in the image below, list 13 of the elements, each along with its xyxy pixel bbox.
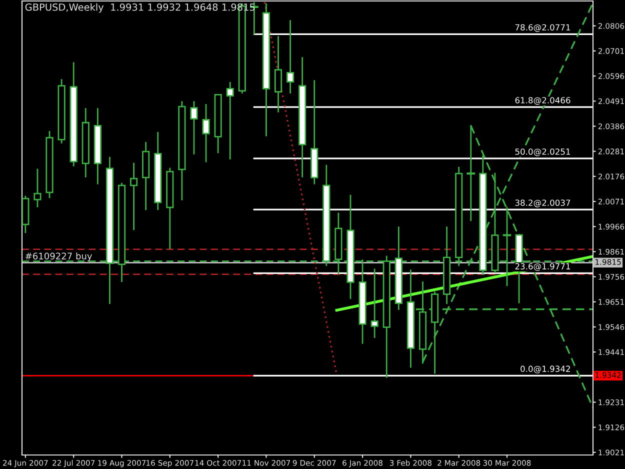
candlestick (202, 104, 210, 162)
candlestick (226, 82, 234, 160)
candlestick (274, 36, 282, 112)
candlestick (130, 162, 138, 230)
series-label: 50.0@2.0251 (515, 148, 570, 156)
series-label: 23.6@1.9771 (515, 263, 570, 271)
series-label: 78.6@2.0771 (515, 24, 570, 32)
series-label: 61.8@2.0466 (515, 97, 570, 105)
ref-line-label: #6109227 buy (26, 252, 92, 262)
candlestick (190, 101, 198, 154)
series-label: 0.0@1.9342 (520, 366, 570, 374)
candlestick (34, 168, 42, 208)
series-label: 38.2@2.0037 (515, 200, 570, 208)
